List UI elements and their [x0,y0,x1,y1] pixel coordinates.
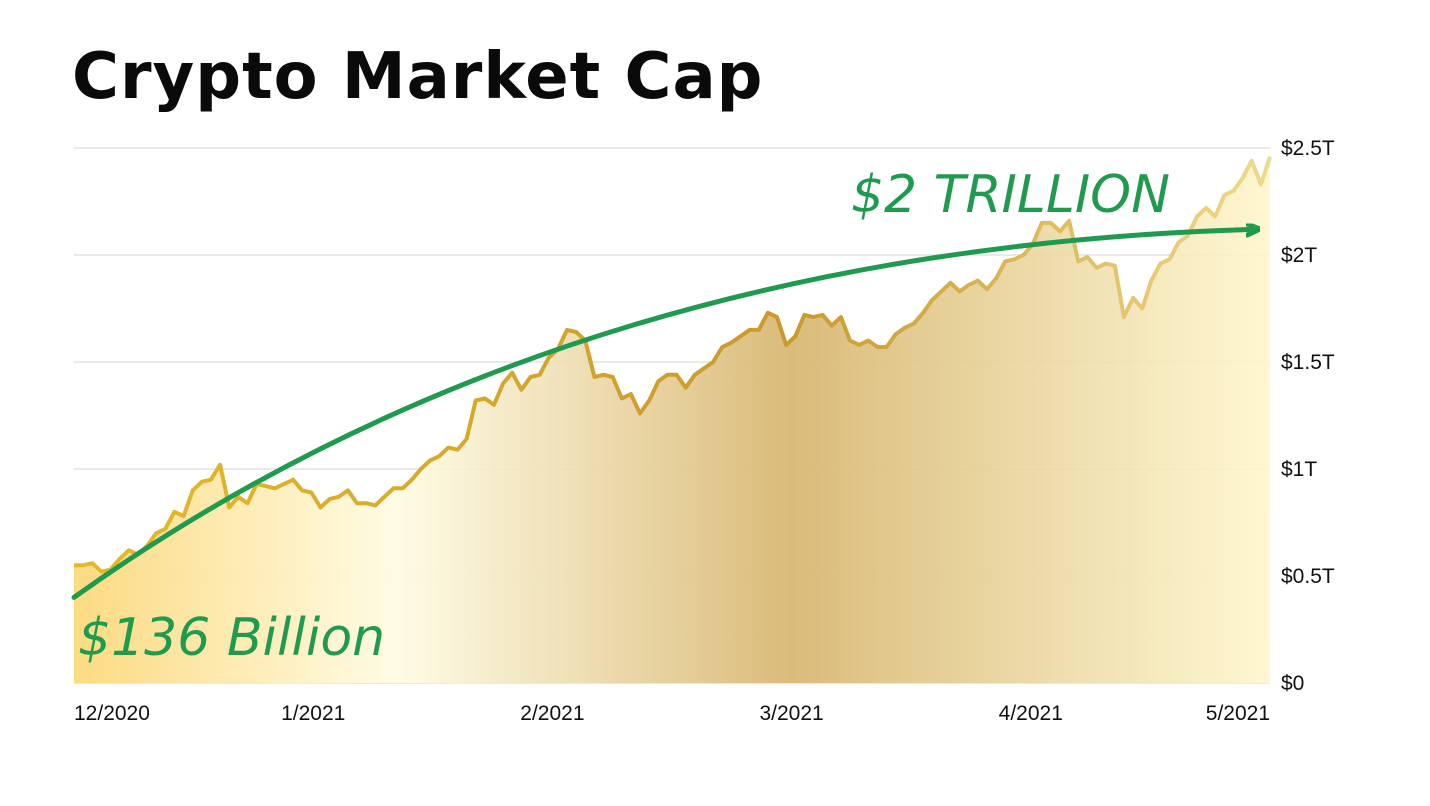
area-fill [74,156,1270,684]
annotation-bottom: $136 Billion [78,608,385,668]
y-tick-label: $2T [1281,244,1317,267]
y-tick-label: $2.5T [1281,137,1335,160]
y-axis-ticks: $0 $0.5T $1T $1.5T $2T $2.5T [1281,137,1335,695]
x-tick-label: 2/2021 [520,702,584,725]
area-series [74,155,1272,684]
x-tick-label: 4/2021 [999,702,1063,725]
x-tick-label: 5/2021 [1206,702,1270,725]
y-tick-label: $1.5T [1281,351,1335,374]
growth-arrow [71,229,1252,600]
x-tick-label: 1/2021 [281,702,345,725]
y-tick-label: $0.5T [1281,565,1335,588]
y-tick-label: $1T [1281,458,1317,481]
annotations: $2 TRILLION $136 Billion [71,165,1252,668]
annotation-top: $2 TRILLION [851,165,1170,225]
x-tick-label: 12/2020 [74,702,150,725]
x-axis-ticks: 12/2020 1/2021 2/2021 3/2021 4/2021 5/2021 [74,702,1270,725]
x-tick-label: 3/2021 [759,702,823,725]
y-tick-label: $0 [1281,672,1304,695]
chart-title: Crypto Market Cap [72,40,764,114]
series-line [74,155,1272,574]
